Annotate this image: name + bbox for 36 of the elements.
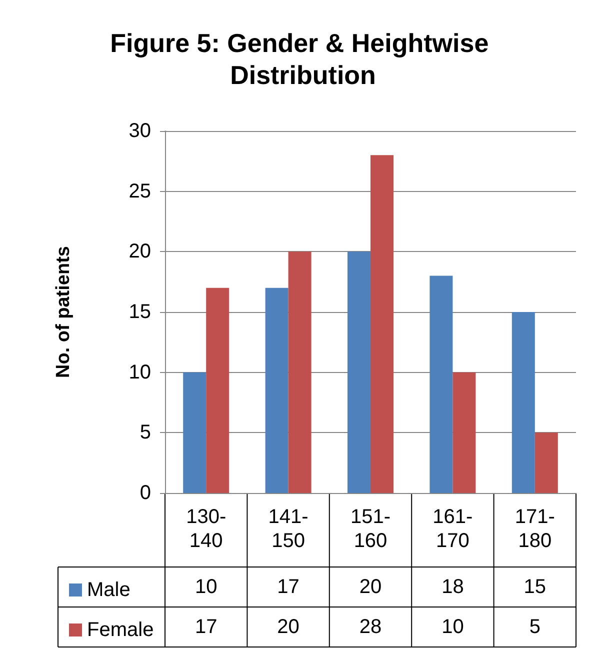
data-label: 5 (529, 616, 540, 638)
x-tick-label: 171-180 (514, 506, 555, 552)
data-label: 15 (524, 576, 546, 598)
data-label: 10 (442, 616, 464, 638)
data-label: 10 (194, 576, 218, 598)
y-tick-label: 15 (128, 301, 151, 323)
data-label: 20 (359, 576, 382, 598)
y-tick-label: 5 (140, 422, 151, 444)
x-tick-label: 151-160 (350, 506, 391, 552)
bar (370, 155, 394, 493)
data-label: 18 (442, 576, 464, 598)
y-tick-label: 30 (128, 120, 151, 142)
legend-label: Female (87, 619, 154, 641)
y-tick-label: 25 (128, 180, 151, 202)
x-tick-label: 130-140 (186, 506, 226, 552)
chart-title: Figure 5: Gender & Heightwise Distribution (110, 28, 496, 90)
x-tick-label: 141-150 (268, 506, 308, 552)
x-tick-label: 161-170 (432, 506, 473, 552)
y-tick-label: 10 (128, 361, 151, 384)
y-axis-title: No. of patients (53, 246, 74, 378)
bar (430, 276, 453, 493)
bar (288, 252, 312, 493)
bar (183, 372, 206, 493)
y-tick-label: 20 (128, 240, 151, 263)
bar (206, 288, 230, 493)
data-label: 17 (194, 616, 218, 638)
bar (512, 312, 535, 493)
bar (452, 372, 476, 493)
data-label: 17 (277, 576, 300, 598)
bar (265, 288, 288, 493)
data-label: 20 (277, 616, 300, 638)
bar (534, 432, 558, 493)
bar (348, 252, 370, 493)
legend-label: Male (87, 579, 130, 601)
data-label: 28 (359, 616, 382, 638)
y-tick-label: 0 (140, 482, 151, 504)
